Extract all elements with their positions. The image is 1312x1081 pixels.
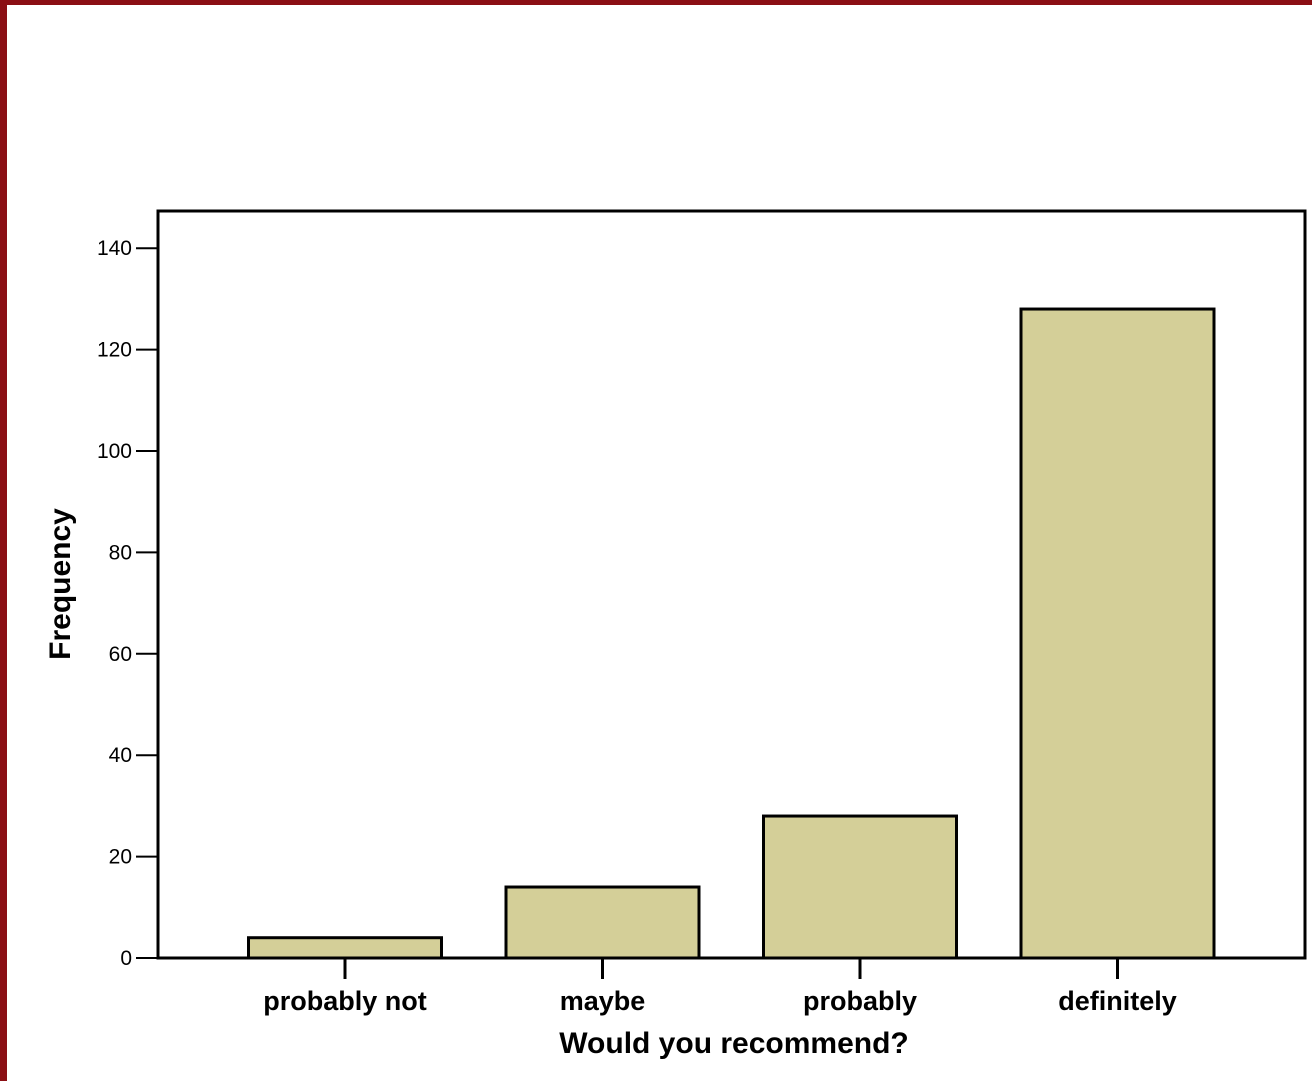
y-tick-label: 140 <box>97 237 132 260</box>
y-tick-label: 20 <box>109 846 132 869</box>
y-tick-label: 120 <box>97 339 132 362</box>
bar-maybe <box>504 885 701 960</box>
top-accent-border <box>0 0 1312 5</box>
y-tick-label: 0 <box>120 947 132 970</box>
y-tick-label: 80 <box>109 541 132 564</box>
y-axis-title: Frequency <box>44 508 77 660</box>
bar-series <box>247 307 1216 960</box>
x-tick-label: probably not <box>263 986 427 1016</box>
bar-probably-not <box>247 936 443 960</box>
y-tick-label: 40 <box>109 744 132 767</box>
x-axis-title: Would you recommend? <box>559 1027 908 1060</box>
x-tick-label: maybe <box>560 986 646 1016</box>
y-axis: 0 20 40 60 80 100 120 140 <box>97 237 158 970</box>
plot-area-frame <box>156 209 1307 960</box>
x-tick-label: probably <box>803 986 917 1016</box>
y-tick-label: 100 <box>97 440 132 463</box>
x-axis: probably not maybe probably definitely <box>263 958 1177 1016</box>
y-tick-label: 60 <box>109 643 132 666</box>
left-accent-border <box>0 0 7 1081</box>
bar-probably <box>762 814 958 960</box>
bar-definitely <box>1019 307 1216 960</box>
x-tick-label: definitely <box>1058 986 1177 1016</box>
